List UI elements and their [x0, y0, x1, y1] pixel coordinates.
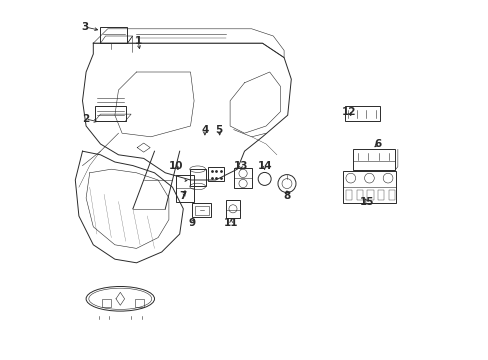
Text: 14: 14 [257, 161, 271, 171]
Bar [233, 168, 252, 188]
Text: 5: 5 [215, 125, 223, 135]
Bar [225, 200, 240, 218]
Bar [189, 169, 205, 186]
Text: 9: 9 [188, 218, 196, 228]
Text: 13: 13 [233, 161, 247, 171]
Text: 1: 1 [134, 36, 142, 46]
Text: 11: 11 [224, 218, 238, 228]
Bar [356, 190, 362, 200]
Bar [208, 167, 223, 181]
Bar [352, 149, 394, 170]
Bar [194, 206, 209, 215]
Text: 10: 10 [168, 161, 183, 171]
Bar [344, 106, 379, 121]
Bar [134, 299, 143, 307]
Text: 2: 2 [81, 114, 89, 124]
Text: 7: 7 [179, 191, 186, 201]
Bar [346, 190, 352, 200]
Text: 12: 12 [341, 107, 355, 117]
Bar [95, 106, 125, 121]
Bar [388, 190, 394, 200]
Bar [192, 203, 211, 217]
Text: 6: 6 [373, 139, 381, 149]
Text: 8: 8 [283, 191, 290, 201]
Text: 3: 3 [81, 22, 89, 32]
Bar [101, 27, 127, 43]
Bar [176, 175, 194, 202]
Text: 4: 4 [201, 125, 208, 135]
Bar [366, 190, 373, 200]
Text: 15: 15 [359, 197, 373, 207]
Bar [342, 171, 395, 203]
Bar [377, 190, 384, 200]
Bar [102, 299, 111, 307]
